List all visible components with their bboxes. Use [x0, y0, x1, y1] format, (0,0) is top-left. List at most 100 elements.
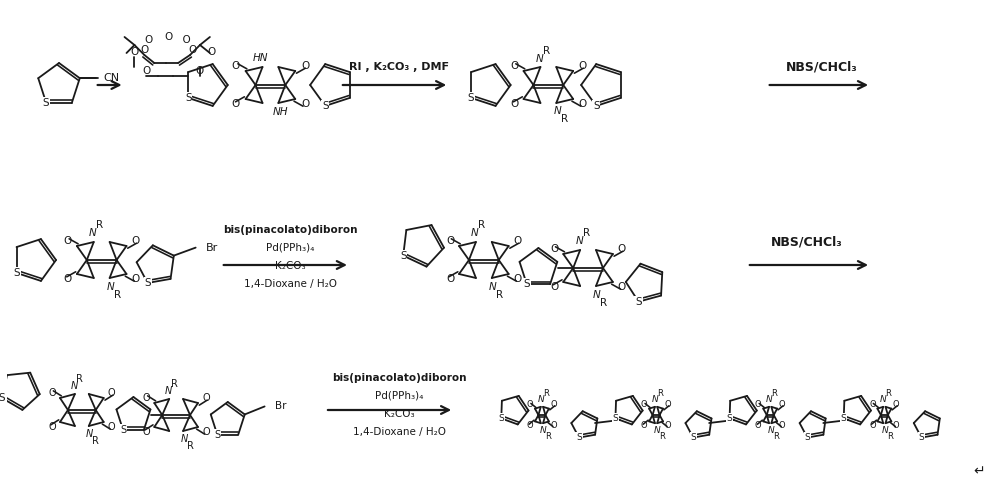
Text: N: N: [593, 290, 601, 300]
Text: O: O: [48, 388, 56, 398]
Text: S: S: [523, 279, 530, 289]
Text: R: R: [885, 389, 891, 399]
Text: O: O: [301, 61, 309, 71]
Text: O: O: [779, 400, 785, 409]
Text: Br: Br: [206, 243, 218, 252]
Text: RI , K₂CO₃ , DMF: RI , K₂CO₃ , DMF: [349, 62, 449, 72]
Text: O: O: [755, 421, 762, 430]
Text: S: S: [841, 414, 847, 423]
Text: R: R: [543, 389, 549, 399]
Text: O: O: [108, 422, 115, 432]
Text: O: O: [869, 400, 876, 409]
Text: N: N: [766, 395, 772, 404]
Text: O: O: [665, 400, 671, 409]
Text: ↵: ↵: [973, 464, 985, 478]
Text: S: S: [498, 414, 504, 423]
Text: O: O: [550, 244, 558, 254]
Text: O: O: [527, 400, 533, 409]
Text: N: N: [768, 426, 775, 435]
Text: N: N: [540, 426, 546, 435]
Text: N: N: [882, 426, 889, 435]
Text: O: O: [232, 61, 240, 71]
Text: R: R: [496, 290, 503, 300]
Text: O: O: [551, 421, 557, 430]
Text: O: O: [510, 61, 519, 71]
Text: S: S: [635, 297, 642, 307]
Text: O: O: [513, 274, 522, 284]
Text: R: R: [771, 389, 777, 399]
Text: O: O: [665, 421, 671, 430]
Text: O: O: [130, 47, 139, 57]
Text: O: O: [164, 32, 172, 42]
Text: N: N: [654, 426, 661, 435]
Text: O: O: [143, 427, 150, 437]
Text: N: N: [537, 395, 544, 404]
Text: R: R: [561, 114, 568, 124]
Text: O: O: [188, 45, 196, 55]
Text: O         O: O O: [145, 35, 191, 45]
Text: S: S: [185, 93, 192, 103]
Text: S: S: [400, 250, 407, 261]
Text: O: O: [143, 393, 150, 403]
Text: N: N: [180, 434, 188, 444]
Text: O: O: [510, 99, 519, 109]
Text: O: O: [893, 421, 900, 430]
Text: O: O: [893, 400, 900, 409]
Text: R: R: [96, 220, 103, 230]
Text: R: R: [76, 374, 83, 384]
Text: O: O: [550, 282, 558, 292]
Text: O: O: [869, 421, 876, 430]
Text: O: O: [48, 422, 56, 432]
Text: O: O: [618, 282, 626, 292]
Text: S: S: [593, 101, 600, 111]
Text: O: O: [641, 400, 647, 409]
Text: R: R: [187, 441, 193, 451]
Text: R: R: [543, 46, 550, 56]
Text: S: S: [576, 433, 582, 442]
Text: O: O: [551, 400, 557, 409]
Text: N: N: [70, 381, 78, 391]
Text: R: R: [773, 431, 779, 441]
Text: Pd(PPh₃)₄: Pd(PPh₃)₄: [266, 243, 314, 253]
Text: O: O: [446, 274, 454, 284]
Text: N: N: [89, 228, 97, 238]
Text: S: S: [468, 93, 474, 103]
Text: S: S: [13, 268, 20, 278]
Text: O: O: [131, 236, 140, 246]
Text: R: R: [114, 290, 121, 300]
Text: N: N: [107, 282, 115, 292]
Text: O: O: [618, 244, 626, 254]
Text: O: O: [202, 393, 210, 403]
Text: S: S: [322, 101, 329, 111]
Text: O: O: [208, 47, 216, 57]
Text: K₂CO₃: K₂CO₃: [275, 261, 306, 271]
Text: N: N: [536, 54, 543, 64]
Text: S: S: [120, 425, 126, 434]
Text: R: R: [600, 298, 608, 308]
Text: NH: NH: [273, 107, 288, 117]
Text: O: O: [755, 400, 762, 409]
Text: O: O: [196, 66, 204, 76]
Text: S: S: [919, 433, 924, 442]
Text: K₂CO₃: K₂CO₃: [384, 409, 415, 419]
Text: N: N: [880, 395, 887, 404]
Text: NBS/CHCl₃: NBS/CHCl₃: [785, 61, 857, 73]
Text: O: O: [64, 236, 72, 246]
Text: S: S: [690, 433, 696, 442]
Text: HN: HN: [253, 53, 268, 63]
Text: O: O: [641, 421, 647, 430]
Text: R: R: [478, 220, 485, 230]
Text: S: S: [727, 414, 732, 423]
Text: O: O: [446, 236, 454, 246]
Text: CN: CN: [104, 73, 120, 83]
Text: O: O: [578, 99, 586, 109]
Text: bis(pinacolato)diboron: bis(pinacolato)diboron: [223, 225, 358, 235]
Text: 1,4-Dioxane / H₂O: 1,4-Dioxane / H₂O: [244, 279, 337, 289]
Text: O: O: [578, 61, 586, 71]
Text: N: N: [489, 282, 497, 292]
Text: bis(pinacolato)diboron: bis(pinacolato)diboron: [332, 373, 467, 383]
Text: S: S: [613, 414, 618, 423]
Text: Pd(PPh₃)₄: Pd(PPh₃)₄: [375, 391, 424, 401]
Text: R: R: [545, 431, 551, 441]
Text: O: O: [779, 421, 785, 430]
